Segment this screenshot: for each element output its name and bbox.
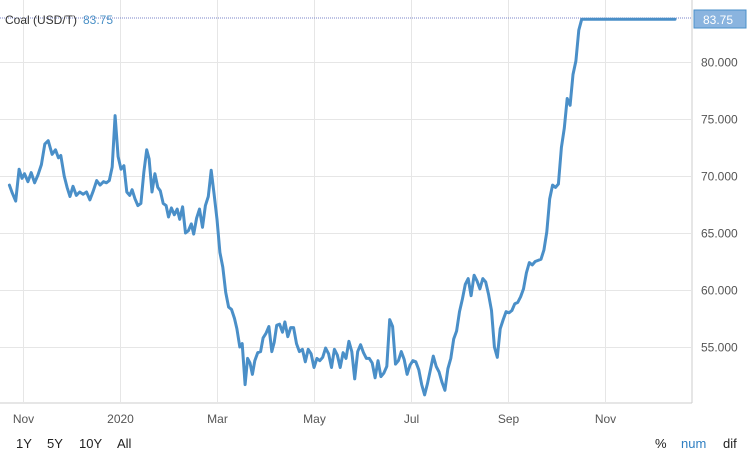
range-10y-button[interactable]: 10Y [79,436,103,451]
series-line[interactable] [7,17,677,397]
mode-percent-button[interactable]: % [655,436,667,451]
gridlines [0,0,693,404]
range-5y-button[interactable]: 5Y [47,436,63,451]
range-1y-button[interactable]: 1Y [16,436,32,451]
y-tick-label: 55.000 [701,341,738,355]
series-title-text: Coal (USD/T) [5,13,77,27]
mode-num-button[interactable]: num [681,436,707,451]
x-tick-label: Mar [207,412,228,426]
coal-price-chart: Nov 2020 Mar May Jul Sep Nov 55.000 60.000 65.00… [0,0,747,426]
y-tick-label: 80.000 [701,56,738,70]
x-tick-label: Nov [13,412,34,426]
last-value-flag-box [693,9,747,29]
last-value-flag-text: 83.75 [703,13,733,27]
range-all-button[interactable]: All [117,436,132,451]
series-last-value: 83.75 [83,13,113,27]
x-tick-label: Nov [595,412,616,426]
y-axis: 55.000 60.000 65.000 70.000 75.000 80.000 [701,56,738,355]
series-title: Coal (USD/T) 83.75 [5,13,113,27]
y-tick-label: 70.000 [701,170,738,184]
x-tick-label: Jul [404,412,419,426]
x-axis: Nov 2020 Mar May Jul Sep Nov [13,412,616,426]
x-tick-label: Sep [498,412,520,426]
chart-controls: 1Y 5Y 10Y All % num dif [0,432,754,456]
x-tick-label: May [303,412,326,426]
y-tick-label: 60.000 [701,284,738,298]
last-value-flag: 83.75 [693,9,747,29]
x-tick-label: 2020 [107,412,134,426]
y-tick-label: 75.000 [701,113,738,127]
mode-dif-button[interactable]: dif [723,436,737,451]
y-tick-label: 65.000 [701,227,738,241]
